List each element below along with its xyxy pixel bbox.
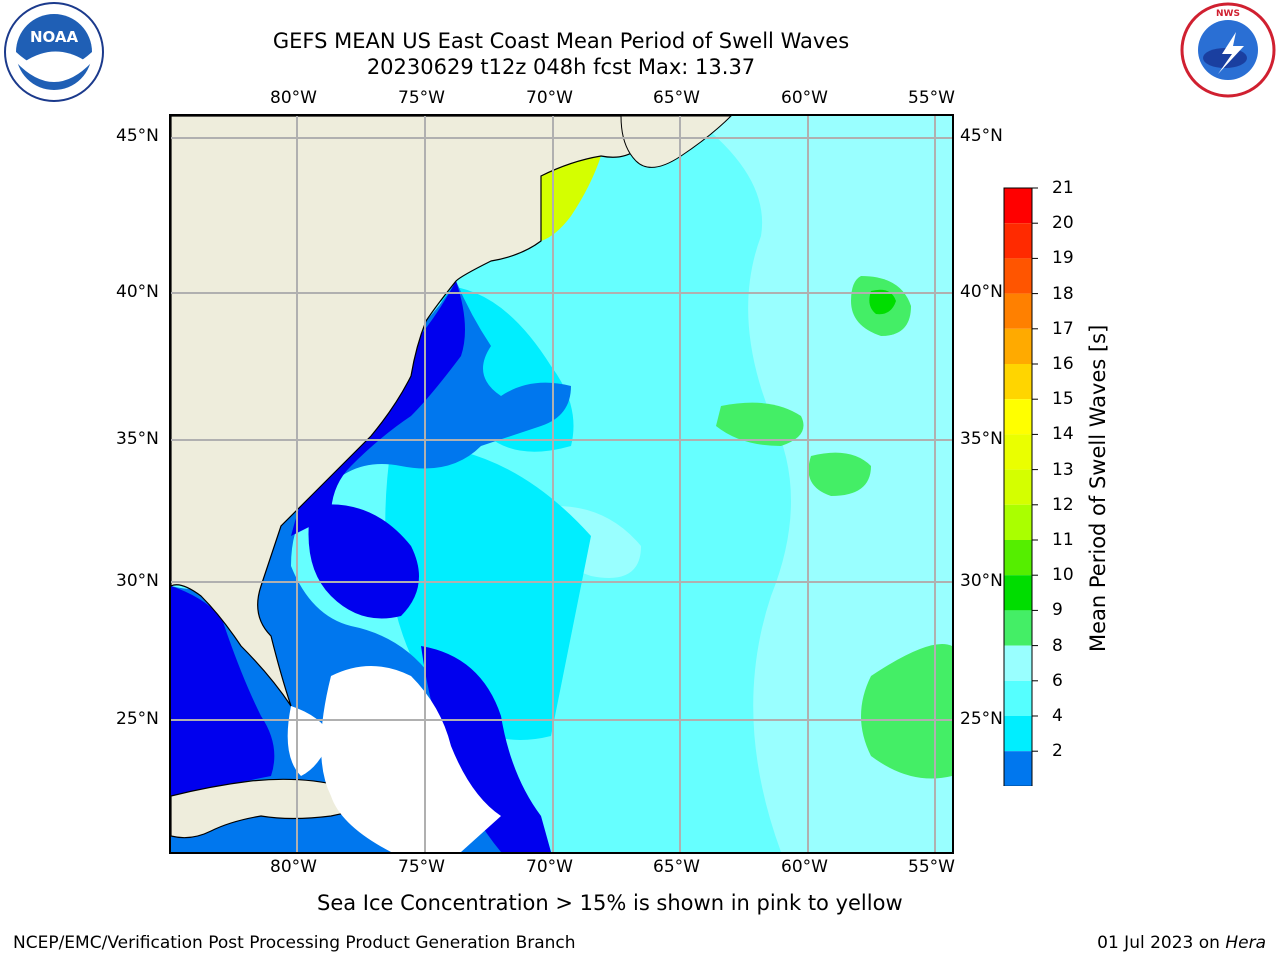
colorbar-tick-label: 17 (1052, 318, 1074, 339)
swell-band-12-13 (541, 156, 601, 241)
lon-label-top: 80°W (270, 88, 317, 108)
swell-period-map (171, 116, 952, 852)
colorbar-swatch (1004, 258, 1032, 294)
swell-band-9-10 (861, 644, 952, 779)
colorbar-tick-label: 21 (1052, 178, 1074, 198)
lon-label-bottom: 60°W (781, 857, 828, 877)
colorbar-swatch (1004, 434, 1032, 470)
svg-text:NOAA: NOAA (30, 28, 79, 46)
lon-label-top: 75°W (398, 88, 445, 108)
map-panel (169, 114, 954, 854)
colorbar-tick-label: 20 (1052, 213, 1074, 234)
noaa-logo-icon: NOAA (4, 2, 104, 102)
missing-data-area (321, 666, 501, 852)
colorbar-swatch (1004, 399, 1032, 435)
colorbar-swatch (1004, 575, 1032, 611)
colorbar-swatch (1004, 293, 1032, 329)
colorbar-swatch (1004, 364, 1032, 400)
lon-label-bottom: 65°W (653, 857, 700, 877)
colorbar-tick-label: 8 (1052, 635, 1063, 656)
lat-label-left: 25°N (116, 709, 159, 729)
svg-text:NWS: NWS (1216, 9, 1240, 19)
colorbar-tick-label: 16 (1052, 354, 1074, 374)
colorbar-swatch (1004, 751, 1032, 787)
lon-label-bottom: 75°W (398, 857, 445, 877)
swell-band-9-10 (808, 452, 871, 496)
lon-label-bottom: 70°W (526, 857, 573, 877)
nws-logo-icon: NWS (1180, 2, 1276, 98)
graticule (171, 116, 952, 852)
lon-label-top: 55°W (908, 88, 955, 108)
missing-data-area (287, 706, 331, 776)
colorbar-tick-label: 13 (1052, 459, 1074, 480)
colorbar-swatch (1004, 328, 1032, 364)
colorbar-swatch (1004, 645, 1032, 681)
lon-label-top: 65°W (653, 88, 700, 108)
swell-band-9-10 (716, 402, 804, 446)
colorbar-swatch (1004, 610, 1032, 646)
footer-date-text: 01 Jul 2023 on (1097, 933, 1226, 953)
colorbar-tick-label: 12 (1052, 494, 1074, 515)
chart-title: GEFS MEAN US East Coast Mean Period of S… (0, 28, 1122, 80)
colorbar-tick-label: 18 (1052, 283, 1074, 304)
lat-label-right: 25°N (960, 709, 1003, 729)
lat-label-right: 40°N (960, 282, 1003, 302)
footer-host: Hera (1225, 933, 1266, 953)
swell-band-2-4 (171, 281, 571, 852)
colorbar-tick-label: 2 (1052, 741, 1063, 762)
swell-band-below-2 (171, 586, 275, 796)
colorbar-swatches (1003, 187, 1038, 816)
swell-band-below-2 (421, 646, 551, 852)
lat-label-left: 35°N (116, 429, 159, 449)
colorbar-swatch (1004, 680, 1032, 716)
colorbar-title: Mean Period of Swell Waves [s] (1086, 324, 1110, 652)
lat-label-right: 30°N (960, 571, 1003, 591)
swell-band-below-2 (308, 504, 419, 619)
lat-label-left: 45°N (116, 126, 159, 146)
colorbar-tick-label: 15 (1052, 389, 1074, 410)
colorbar-swatch (1004, 188, 1032, 224)
lat-label-left: 30°N (116, 571, 159, 591)
colorbar-swatch (1004, 716, 1032, 752)
footer-date: 01 Jul 2023 on Hera (1097, 933, 1266, 953)
colorbar-tick-label: 14 (1052, 424, 1074, 445)
colorbar-tick-label: 9 (1052, 600, 1063, 621)
colorbar (1000, 186, 1040, 816)
land-mass (620, 116, 732, 168)
sea-ice-note: Sea Ice Concentration > 15% is shown in … (317, 891, 903, 915)
colorbar-tick-label: 4 (1052, 706, 1063, 726)
title-line-1: GEFS MEAN US East Coast Mean Period of S… (272, 29, 850, 53)
colorbar-tick-label: 10 (1052, 565, 1074, 586)
footer-credit: NCEP/EMC/Verification Post Processing Pr… (13, 933, 576, 953)
colorbar-tick-label: 19 (1052, 248, 1074, 269)
colorbar-swatch (1004, 223, 1032, 259)
title-line-2: 20230629 t12z 048h fcst Max: 13.37 (366, 55, 756, 79)
lon-label-bottom: 55°W (908, 857, 955, 877)
lat-label-left: 40°N (116, 282, 159, 302)
colorbar-tick-label: 6 (1052, 670, 1063, 691)
colorbar-swatch (1004, 540, 1032, 576)
noaa-logo: NOAA (2, 2, 106, 102)
colorbar-swatch (1004, 504, 1032, 540)
swell-band-10-11 (869, 289, 896, 315)
nws-logo: NWS (1178, 2, 1278, 98)
lat-label-right: 45°N (960, 126, 1003, 146)
lat-label-right: 35°N (960, 429, 1003, 449)
lon-label-top: 60°W (781, 88, 828, 108)
colorbar-swatch (1004, 469, 1032, 505)
lon-label-top: 70°W (526, 88, 573, 108)
lon-label-bottom: 80°W (270, 857, 317, 877)
colorbar-tick-label: 11 (1052, 530, 1074, 550)
